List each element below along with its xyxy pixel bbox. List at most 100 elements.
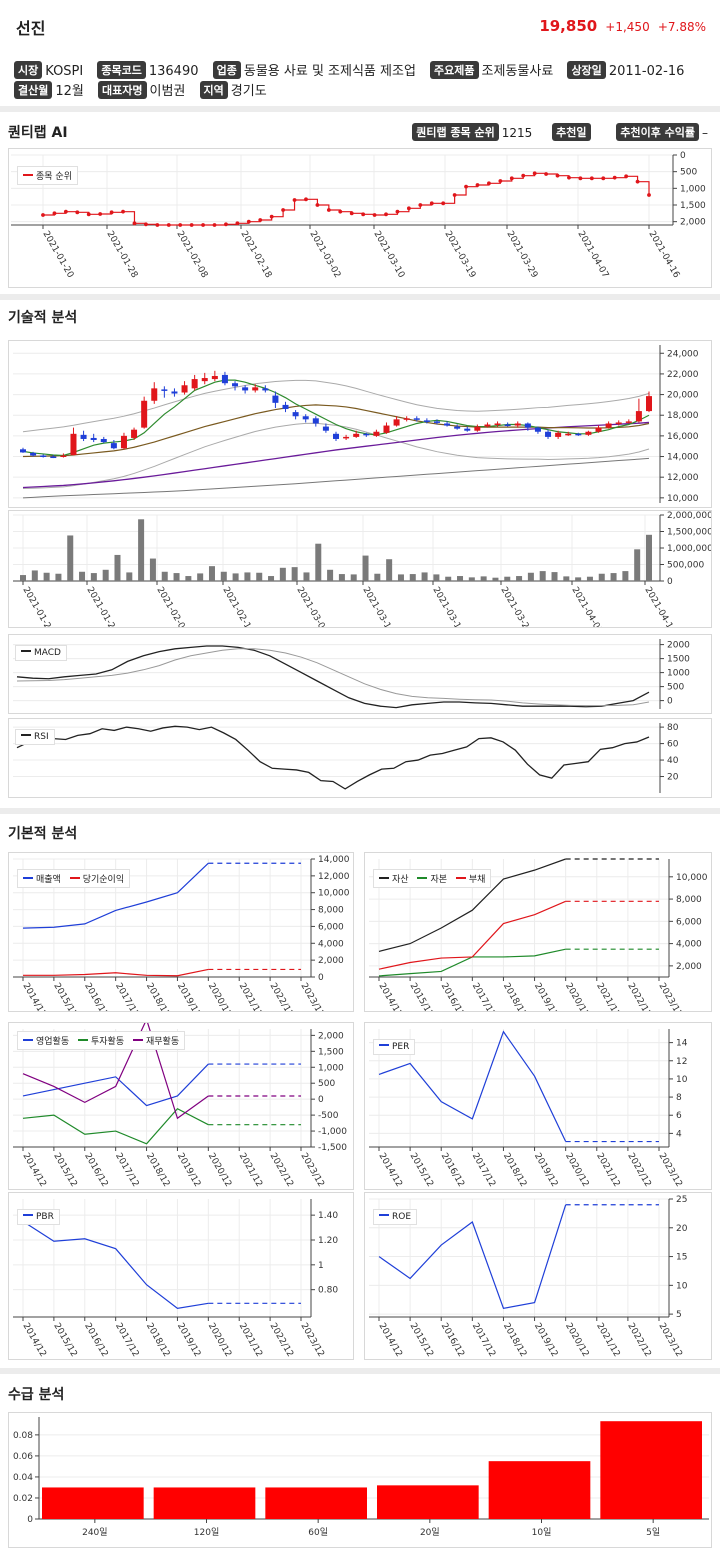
candle-body (262, 388, 269, 391)
candle-body (252, 387, 259, 391)
x-tick-label: 2021-03-29 (504, 230, 539, 281)
y-tick-label: 22,000 (667, 370, 699, 380)
legend-swatch (23, 174, 33, 176)
rank-point (292, 198, 297, 202)
x-tick-label: 2023/12 (656, 1322, 683, 1359)
y-tick-label: -1,500 (318, 1143, 347, 1153)
sales-chart-panel: 0 2,000 4,000 6,000 8,000 10,000 12,000 14,000 2… (8, 852, 354, 1019)
x-tick-label: 2020/12 (206, 1322, 233, 1359)
stock-price-block: 19,850 +1,450 +7.88% (539, 16, 706, 35)
candle-body (595, 427, 602, 432)
y-tick-label: 80 (667, 723, 679, 733)
x-tick-label: 2021-03-02 (307, 230, 342, 280)
x-tick-label: 2022/12 (268, 982, 295, 1012)
cashflow-legend: 영업활동 투자활동 재무활동 (17, 1031, 186, 1050)
volume-bar (303, 572, 310, 581)
x-tick-label: 2021-04-07 (569, 586, 604, 628)
rank-point (384, 212, 388, 217)
rank-point (52, 211, 57, 216)
candle-body (514, 423, 521, 426)
y-tick-label: 0.06 (13, 1452, 33, 1462)
x-tick-label: 2017/12 (470, 1152, 497, 1189)
legend-swatch (23, 1039, 33, 1041)
volume-bar (20, 575, 26, 581)
candle-body (232, 383, 239, 387)
rank-point (647, 193, 651, 197)
y-tick-label: 14,000 (667, 453, 699, 463)
per-series-line (378, 1030, 567, 1142)
candle-body (120, 435, 127, 449)
candle-body (646, 396, 652, 412)
x-tick-label: 2014/12 (376, 1152, 403, 1189)
rsi-series-line (16, 725, 650, 790)
candle-body (181, 385, 188, 393)
info-line-1: 시장 KOSPI 종목코드 136490 업종 동물용 사료 및 조제식품 제조업 주… (14, 60, 684, 79)
stock-name: 선진 (16, 19, 46, 38)
rank-point (567, 175, 571, 180)
technical-title: 기술적 분석 (8, 310, 78, 326)
candle-body (605, 423, 612, 428)
x-tick-label: 2021/12 (237, 1322, 264, 1359)
rank-chart: 0 500 1,000 1,500 2,000 2021-01-20 2021-01-28 2… (11, 151, 706, 281)
candle-body (211, 375, 218, 380)
volume-bar (480, 576, 487, 581)
legend-sales-label: 매출액 (36, 875, 61, 885)
macd-chart: 0 500 1000 1500 2000 (13, 639, 690, 709)
y-tick-label: 0 (318, 973, 324, 983)
x-tick-label: 2019/12 (532, 1322, 559, 1359)
x-tick-label: 2015/12 (51, 1322, 78, 1359)
band-lower-line (22, 422, 650, 490)
y-tick-label: 1.40 (318, 1211, 338, 1221)
rank-point (326, 208, 331, 212)
price-chart-panel: 10,000 12,000 14,000 16,000 18,000 20,000 22,0… (8, 340, 712, 508)
y-tick-label: 6,000 (676, 917, 702, 927)
volume-bar (161, 571, 168, 581)
x-tick-label: 2015/12 (408, 1152, 435, 1189)
x-tick-label: 2021-03-29 (498, 586, 533, 628)
rank-point (86, 212, 91, 217)
candle-body (383, 425, 390, 433)
candle-body (20, 449, 26, 453)
rank-point (41, 213, 45, 217)
stock-change-pct: +7.88% (657, 20, 706, 34)
y-tick-label: 1,000 (680, 184, 706, 194)
sales-legend: 매출액 당기순이익 (17, 869, 131, 888)
band-upper-line (22, 379, 650, 433)
ceo-label: 대표자명 (98, 81, 147, 99)
listed-label: 상장일 (567, 61, 606, 79)
candle-body (625, 421, 632, 423)
candle-body (423, 420, 430, 422)
candle-body (110, 443, 117, 449)
balance-chart-panel: 2,000 4,000 6,000 8,000 10,000 2014/12 2015/12… (364, 852, 712, 1019)
y-tick-label: 0 (667, 577, 673, 587)
volume-bar (256, 572, 263, 581)
candle-body (343, 436, 350, 439)
legend-swatch (133, 1039, 143, 1041)
roe-series-line (378, 1204, 567, 1310)
industry-label: 업종 (212, 61, 241, 79)
volume-bar (397, 574, 404, 581)
quant-meta: 퀀티랩 종목 순위 1215 추천일 추천이후 수익률 – (412, 123, 708, 141)
x-tick-label: 2016/12 (82, 982, 109, 1012)
rank-point (544, 172, 548, 176)
x-tick-label: 2016/12 (439, 1322, 466, 1359)
x-tick-label: 2020/12 (563, 1322, 590, 1359)
supply-chart: 0 0.02 0.04 0.06 0.08 240일 120일 60일 20일 10일 5일 (13, 1417, 709, 1538)
y-tick-label: 0.08 (13, 1431, 33, 1441)
legend-equity-label: 자본 (430, 875, 447, 885)
x-tick-label: 2023/12 (656, 982, 683, 1012)
pbr-legend: PBR (17, 1209, 60, 1225)
volume-chart: 0 500,000 1,000,000 1,500,000 2,000,000 2021-… (13, 511, 713, 636)
rank-point (521, 173, 526, 178)
volume-bar (126, 572, 133, 581)
rank-point (224, 222, 228, 227)
pbr-chart: 0.80 1 1.20 1.40 2014/12 2015/12 2016/12 2017/1… (13, 1199, 338, 1359)
candle-body (171, 391, 178, 394)
candle-body (80, 434, 87, 439)
rank-legend: 종목 순위 (17, 166, 78, 185)
rank-point (315, 203, 320, 207)
x-tick-label: 2021-02-18 (238, 230, 273, 281)
y-tick-label: 2,000 (318, 1031, 344, 1041)
y-tick-label: 500 (318, 1079, 335, 1089)
y-tick-label: 8,000 (676, 895, 702, 905)
